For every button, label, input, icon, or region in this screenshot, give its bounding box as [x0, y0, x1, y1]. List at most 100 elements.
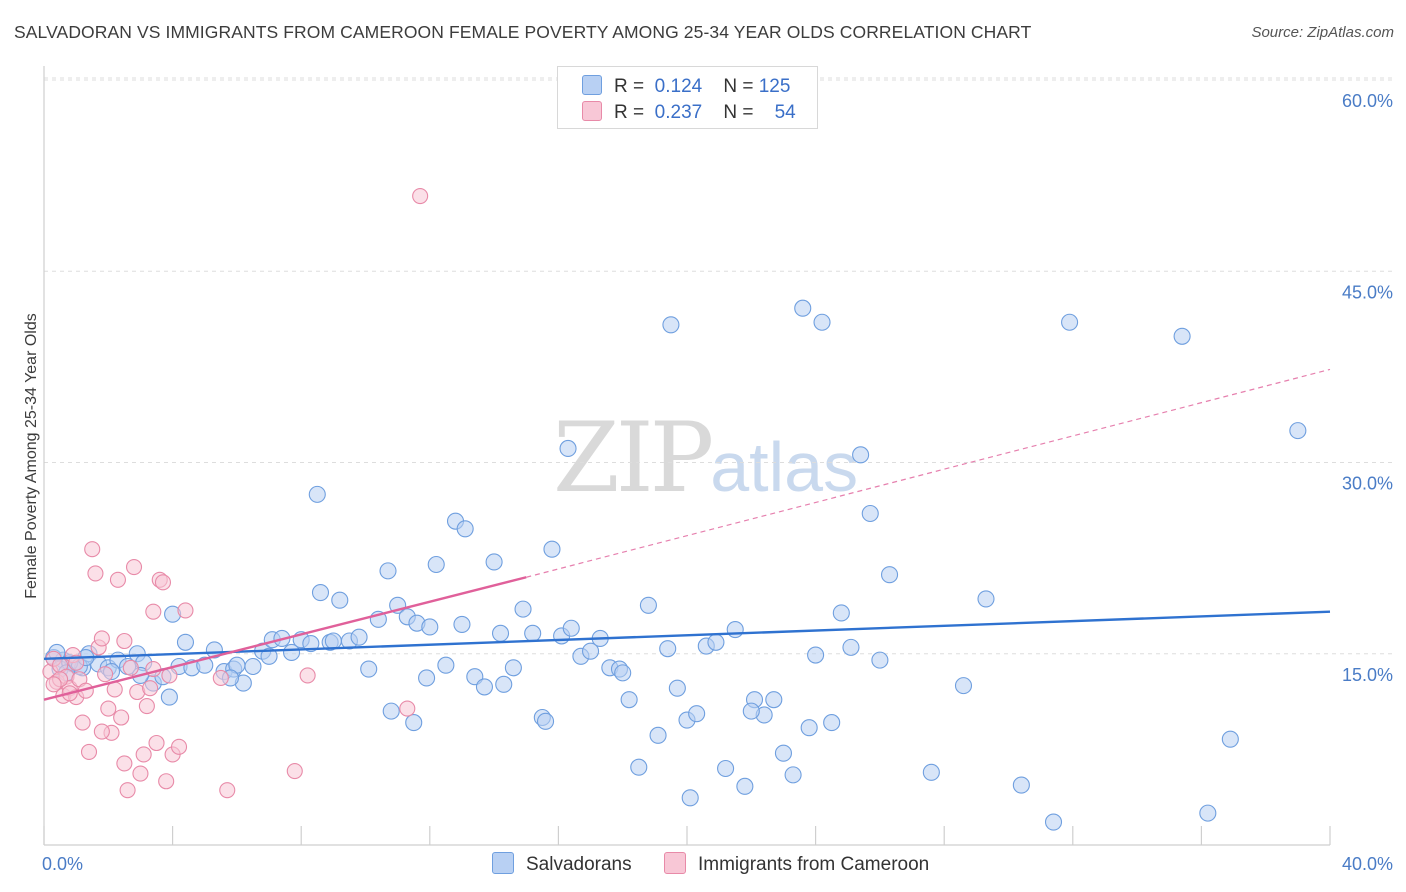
axes — [43, 66, 1331, 846]
data-point-salvadorans — [160, 688, 178, 706]
data-point-salvadorans — [1221, 730, 1239, 748]
data-point-cameroon — [154, 574, 172, 591]
bottom-legend-swatch-pink — [664, 852, 686, 874]
data-point-salvadorans — [421, 618, 439, 636]
data-point-salvadorans — [543, 540, 561, 558]
data-point-salvadorans — [688, 705, 706, 723]
data-point-cameroon — [93, 723, 110, 740]
legend-r-label: R = — [614, 102, 645, 123]
series-cameroon — [42, 187, 429, 799]
data-point-cameroon — [74, 714, 91, 731]
data-point-cameroon — [219, 782, 236, 799]
data-point-salvadorans — [311, 583, 330, 602]
data-point-salvadorans — [559, 439, 577, 458]
data-point-salvadorans — [382, 702, 400, 720]
legend-row-cameroon: R = 0.237 N = 54 — [582, 101, 796, 127]
data-point-salvadorans — [1173, 327, 1191, 345]
x-tick-label: 40.0% — [1342, 854, 1393, 874]
legend-row-salvadorans: R = 0.124 N = 125 — [582, 75, 790, 101]
data-point-salvadorans — [495, 675, 513, 693]
data-point-salvadorans — [765, 691, 783, 709]
bottom-legend-label: Immigrants from Cameroon — [698, 854, 930, 875]
data-point-cameroon — [100, 700, 117, 717]
data-point-cameroon — [212, 669, 229, 687]
data-point-salvadorans — [717, 759, 735, 778]
data-point-salvadorans — [302, 634, 320, 653]
data-point-cameroon — [148, 734, 165, 752]
data-point-salvadorans — [807, 646, 825, 664]
legend-r-value: 0.237 — [654, 102, 703, 123]
data-point-cameroon — [177, 602, 194, 619]
data-point-salvadorans — [379, 562, 397, 580]
data-point-salvadorans — [1289, 422, 1307, 440]
data-point-salvadorans — [475, 678, 494, 696]
legend-box: R = 0.124 N = 125 R = 0.237 N = 54 — [557, 66, 818, 129]
data-point-cameroon — [145, 603, 162, 620]
data-point-cameroon — [45, 676, 62, 693]
data-point-salvadorans — [1012, 776, 1030, 794]
data-point-salvadorans — [504, 659, 522, 677]
data-point-salvadorans — [350, 628, 368, 646]
data-point-salvadorans — [491, 624, 510, 642]
data-point-cameroon — [87, 565, 104, 582]
data-point-salvadorans — [800, 719, 818, 737]
data-point-cameroon — [158, 773, 175, 790]
legend-r-label: R = — [614, 76, 645, 97]
data-point-salvadorans — [832, 604, 850, 622]
legend-n-label: N = — [723, 76, 754, 97]
trend-lines — [43, 368, 1331, 701]
data-point-cameroon — [116, 632, 133, 650]
data-point-salvadorans — [639, 596, 657, 614]
legend-r-value: 0.124 — [654, 76, 703, 97]
data-point-cameroon — [119, 782, 136, 799]
trend-line-salvadorans — [43, 610, 1331, 661]
bottom-legend-salvadorans: Salvadorans — [492, 852, 632, 876]
data-point-salvadorans — [681, 789, 699, 807]
data-point-cameroon — [399, 700, 416, 717]
data-point-cameroon — [299, 667, 316, 684]
data-point-salvadorans — [726, 620, 744, 639]
data-point-cameroon — [286, 762, 303, 780]
data-point-salvadorans — [620, 691, 638, 709]
source-label: Source: ZipAtlas.com — [1251, 24, 1394, 41]
trend-line-cameroon — [43, 576, 527, 701]
data-point-salvadorans — [977, 590, 995, 608]
data-point-salvadorans — [880, 566, 899, 584]
data-point-salvadorans — [524, 624, 542, 642]
x-tick-label: 0.0% — [42, 854, 83, 874]
legend-n-value: 54 — [774, 102, 796, 123]
data-point-salvadorans — [1044, 813, 1063, 831]
y-tick-label: 30.0% — [1342, 474, 1393, 494]
data-point-salvadorans — [485, 553, 503, 571]
data-point-cameroon — [84, 541, 101, 558]
data-point-cameroon — [122, 659, 139, 676]
data-point-salvadorans — [871, 651, 889, 669]
data-point-cameroon — [412, 187, 429, 205]
bottom-legend-swatch-blue — [492, 852, 514, 874]
data-point-salvadorans — [614, 664, 632, 682]
data-point-salvadorans — [244, 657, 262, 676]
data-point-salvadorans — [427, 555, 445, 574]
data-point-cameroon — [109, 571, 126, 588]
data-point-cameroon — [138, 697, 155, 715]
series-salvadorans — [45, 299, 1307, 831]
y-tick-label: 60.0% — [1342, 91, 1393, 111]
data-point-salvadorans — [562, 619, 580, 637]
data-point-salvadorans — [324, 632, 342, 650]
data-point-cameroon — [170, 738, 188, 755]
data-point-salvadorans — [331, 591, 349, 609]
data-point-salvadorans — [736, 777, 754, 795]
data-point-salvadorans — [514, 600, 532, 618]
bottom-legend-label: Salvadorans — [526, 854, 632, 875]
data-point-salvadorans — [437, 656, 455, 674]
data-point-salvadorans — [196, 656, 214, 674]
data-point-cameroon — [116, 755, 133, 772]
data-point-cameroon — [113, 709, 130, 726]
data-point-salvadorans — [453, 615, 471, 633]
data-point-salvadorans — [668, 679, 686, 697]
data-point-cameroon — [93, 630, 110, 647]
data-point-salvadorans — [662, 316, 680, 334]
data-point-salvadorans — [536, 712, 555, 730]
data-point-salvadorans — [774, 744, 793, 762]
